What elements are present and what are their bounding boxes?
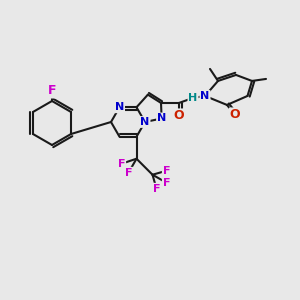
Text: F: F: [48, 85, 56, 98]
Text: N: N: [115, 102, 124, 112]
Text: N: N: [157, 113, 166, 124]
Text: F: F: [153, 184, 160, 194]
Text: O: O: [230, 108, 240, 122]
Text: N: N: [200, 91, 210, 101]
Text: F: F: [125, 168, 132, 178]
Text: H: H: [188, 93, 198, 103]
Text: N: N: [140, 117, 150, 127]
Text: F: F: [163, 166, 170, 176]
Text: F: F: [118, 159, 125, 169]
Text: O: O: [174, 110, 184, 122]
Text: F: F: [163, 178, 170, 188]
